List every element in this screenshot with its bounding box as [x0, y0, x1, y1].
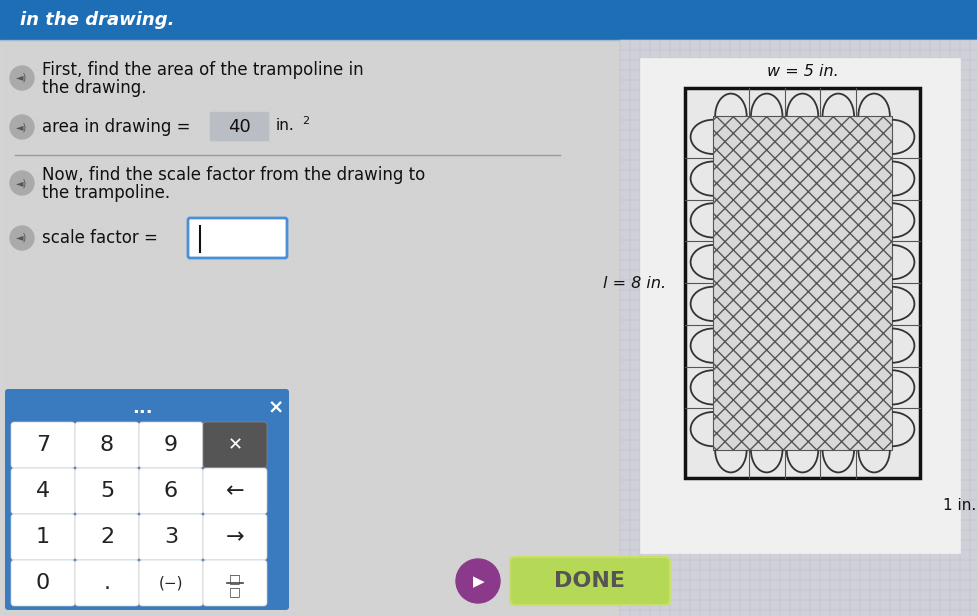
Text: 2: 2 [302, 116, 309, 126]
Text: 3: 3 [164, 527, 178, 547]
Bar [640, 58, 960, 553]
Text: 0: 0 [36, 573, 50, 593]
FancyBboxPatch shape [75, 514, 139, 560]
Text: ◄): ◄) [17, 178, 27, 188]
FancyBboxPatch shape [203, 514, 267, 560]
Text: ✕: ✕ [228, 436, 242, 454]
Text: the drawing.: the drawing. [42, 79, 147, 97]
Text: ◄): ◄) [17, 233, 27, 243]
Text: 40: 40 [228, 118, 250, 136]
FancyBboxPatch shape [11, 468, 75, 514]
FancyBboxPatch shape [188, 218, 287, 258]
FancyBboxPatch shape [75, 468, 139, 514]
Text: ▶: ▶ [473, 575, 485, 590]
FancyBboxPatch shape [5, 389, 289, 610]
Text: First, find the area of the trampoline in: First, find the area of the trampoline i… [42, 61, 363, 79]
Circle shape [10, 226, 34, 250]
Bar [210, 112, 268, 140]
Text: □: □ [230, 572, 241, 585]
Text: l = 8 in.: l = 8 in. [604, 275, 666, 291]
FancyBboxPatch shape [11, 560, 75, 606]
Text: 6: 6 [164, 481, 178, 501]
Text: area in drawing =: area in drawing = [42, 118, 191, 136]
FancyBboxPatch shape [139, 514, 203, 560]
FancyBboxPatch shape [11, 422, 75, 468]
FancyBboxPatch shape [75, 422, 139, 468]
FancyBboxPatch shape [139, 422, 203, 468]
Circle shape [456, 559, 500, 603]
Text: 5: 5 [100, 481, 114, 501]
Text: .: . [104, 573, 110, 593]
Text: (−): (−) [158, 575, 184, 591]
Text: 1: 1 [36, 527, 50, 547]
Text: ←: ← [226, 481, 244, 501]
FancyBboxPatch shape [203, 422, 267, 468]
FancyBboxPatch shape [11, 514, 75, 560]
Text: ×: × [268, 399, 284, 418]
Text: DONE: DONE [555, 571, 625, 591]
Text: ◄): ◄) [17, 122, 27, 132]
Bar [620, 40, 977, 616]
Text: ◄): ◄) [17, 73, 27, 83]
Circle shape [10, 66, 34, 90]
Text: the trampoline.: the trampoline. [42, 184, 170, 202]
Text: 7: 7 [36, 435, 50, 455]
Circle shape [10, 171, 34, 195]
FancyBboxPatch shape [510, 557, 670, 605]
Bar [0, 0, 977, 40]
Text: ...: ... [132, 399, 152, 417]
Text: in.: in. [276, 118, 295, 134]
FancyBboxPatch shape [139, 468, 203, 514]
Text: Now, find the scale factor from the drawing to: Now, find the scale factor from the draw… [42, 166, 425, 184]
Text: →: → [226, 527, 244, 547]
Text: 4: 4 [36, 481, 50, 501]
Text: 1 in. : 2 ft: 1 in. : 2 ft [943, 498, 977, 514]
Text: 8: 8 [100, 435, 114, 455]
Circle shape [10, 115, 34, 139]
Bar [713, 116, 892, 450]
FancyBboxPatch shape [75, 560, 139, 606]
FancyBboxPatch shape [203, 468, 267, 514]
Text: w = 5 in.: w = 5 in. [767, 65, 838, 79]
Text: □: □ [230, 585, 241, 599]
FancyBboxPatch shape [139, 560, 203, 606]
Bar [0, 40, 620, 616]
Bar [685, 88, 920, 478]
Text: scale factor =: scale factor = [42, 229, 158, 247]
Text: 2: 2 [100, 527, 114, 547]
Text: 9: 9 [164, 435, 178, 455]
FancyBboxPatch shape [203, 560, 267, 606]
Text: in the drawing.: in the drawing. [20, 11, 175, 29]
